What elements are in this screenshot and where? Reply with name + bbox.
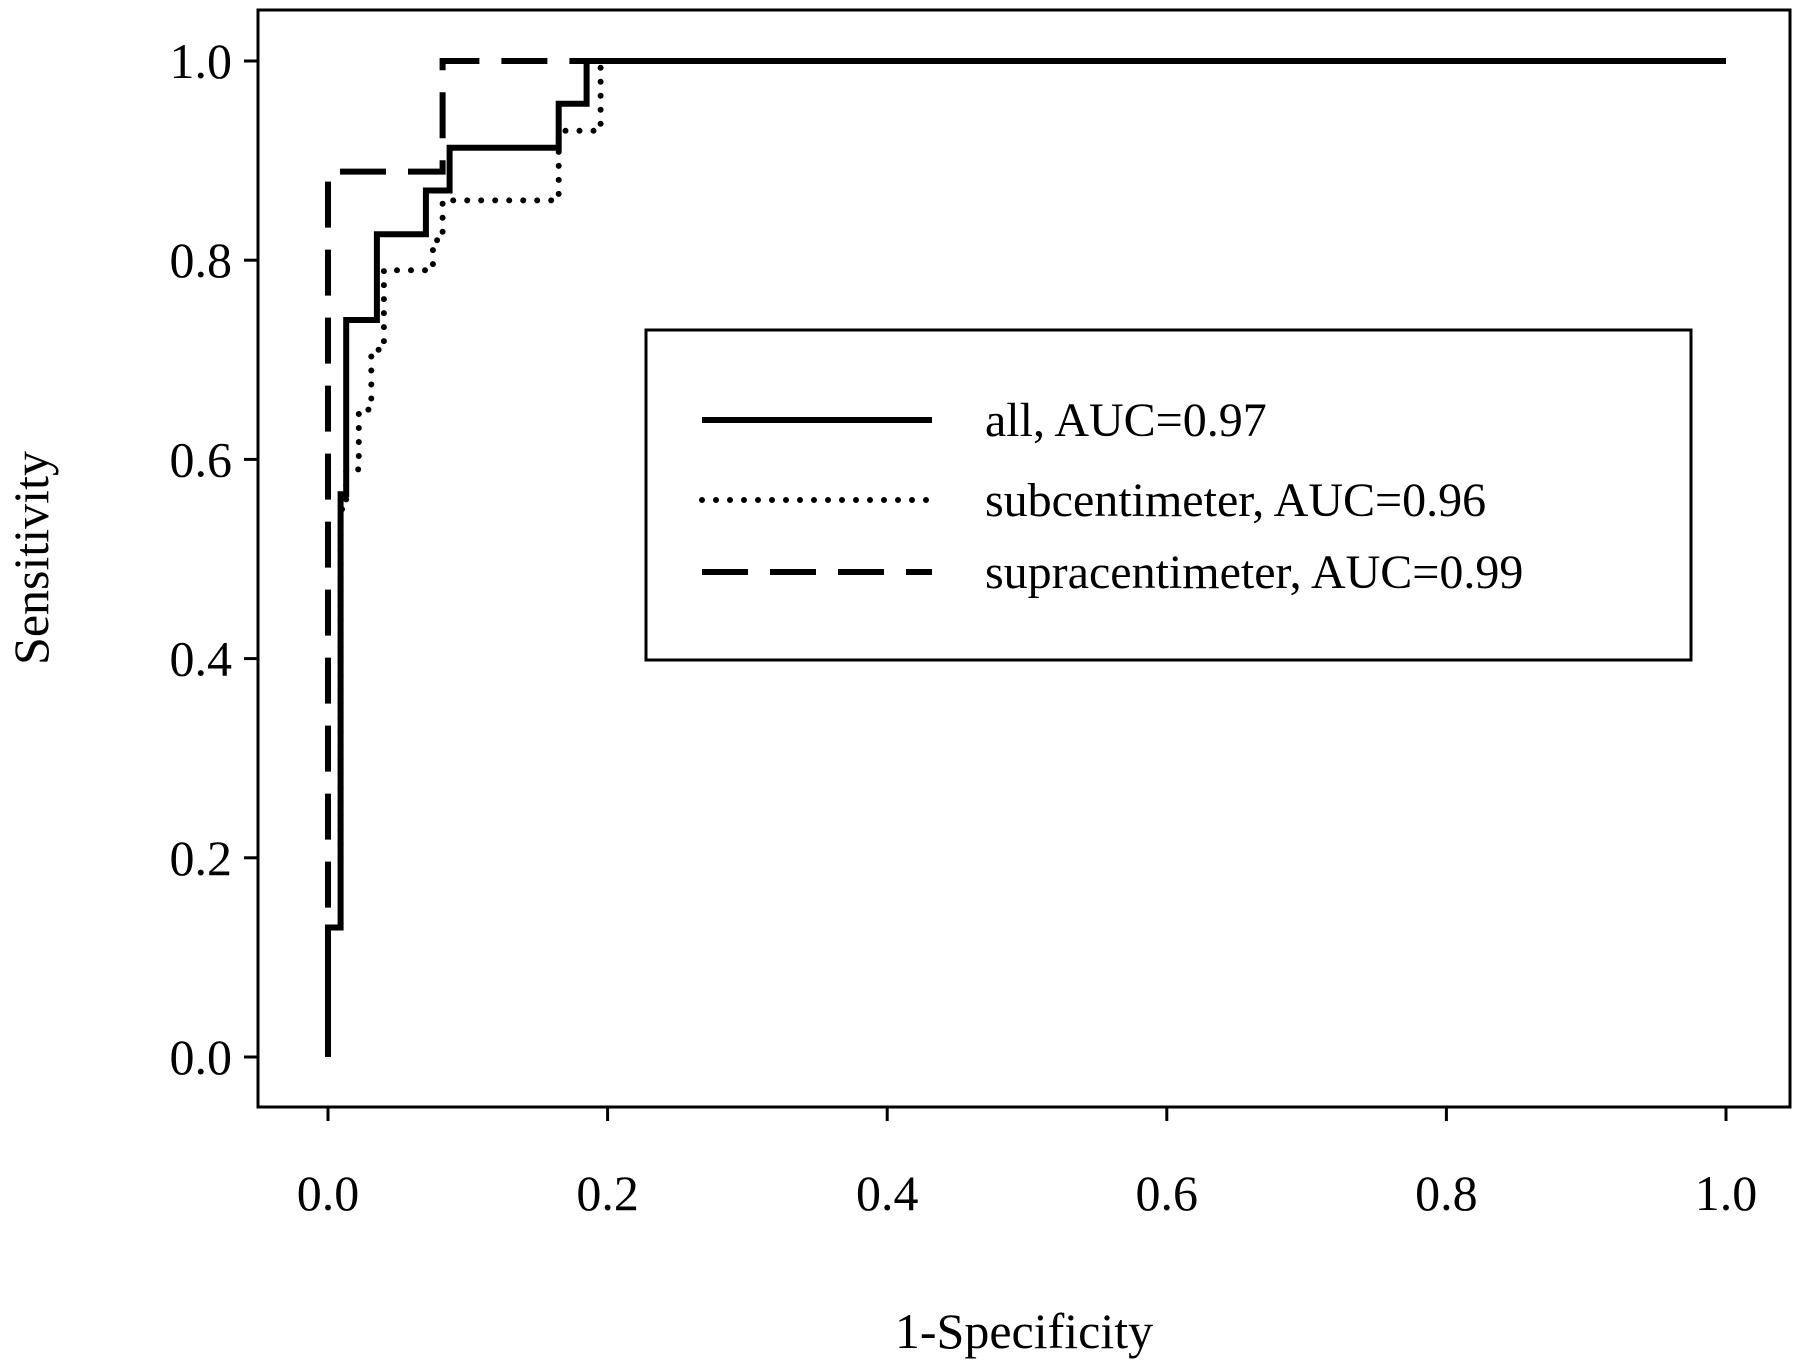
plot-frame — [256, 8, 1792, 1109]
y-tick-label: 0.8 — [170, 232, 233, 288]
x-tick-label: 1.0 — [1695, 1165, 1758, 1221]
x-tick-label: 0.8 — [1415, 1165, 1478, 1221]
y-axis-title: Sensitivity — [3, 451, 59, 665]
legend-label: subcentimeter, AUC=0.96 — [985, 474, 1486, 527]
x-tick-label: 0.6 — [1136, 1165, 1199, 1221]
y-axis: 0.0 0.2 0.4 0.6 0.8 1.0 — [170, 33, 258, 1085]
x-axis: 0.0 0.2 0.4 0.6 0.8 1.0 — [297, 1107, 1758, 1221]
x-tick-label: 0.0 — [297, 1165, 360, 1221]
y-tick-label: 0.0 — [170, 1029, 233, 1085]
legend-label: supracentimeter, AUC=0.99 — [985, 546, 1523, 599]
legend-box — [644, 328, 1693, 662]
x-axis-title: 1-Specificity — [895, 1303, 1153, 1359]
series-line-dotted — [337, 58, 1729, 861]
x-tick-label: 0.4 — [856, 1165, 919, 1221]
y-tick-label: 0.6 — [170, 431, 233, 487]
y-tick-label: 0.2 — [170, 830, 233, 886]
series-layer — [325, 58, 1729, 1057]
y-tick-label: 1.0 — [170, 33, 233, 89]
legend-label: all, AUC=0.97 — [985, 394, 1267, 447]
x-tick-label: 0.2 — [576, 1165, 639, 1221]
y-tick-label: 0.4 — [170, 631, 233, 687]
series-line-dashed — [325, 58, 1726, 908]
legend: all, AUC=0.97 subcentimeter, AUC=0.96 supr… — [644, 328, 1693, 662]
